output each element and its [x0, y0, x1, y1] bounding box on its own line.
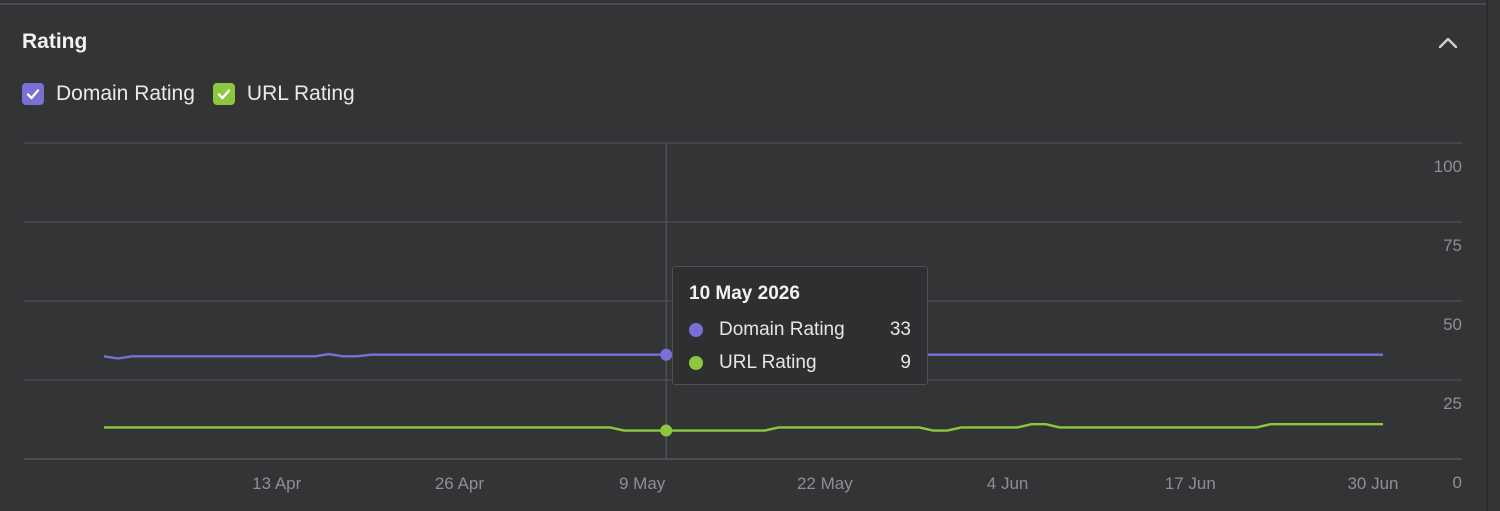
- right-divider: [1486, 0, 1488, 511]
- legend-item-domain-rating[interactable]: Domain Rating: [22, 82, 195, 106]
- legend-label-domain-rating: Domain Rating: [56, 82, 195, 105]
- y-tick-label: 0: [1453, 473, 1462, 492]
- tooltip-name-domain-rating: Domain Rating: [719, 318, 845, 340]
- chart-tooltip: 10 May 2026 Domain Rating 33 URL Rating …: [672, 266, 928, 385]
- y-tick-label: 100: [1434, 157, 1462, 176]
- y-axis-ticks: 0 25 50 75 100: [1434, 157, 1462, 492]
- tooltip-name-url-rating: URL Rating: [719, 351, 817, 373]
- tooltip-date: 10 May 2026: [689, 283, 800, 304]
- x-tick-label: 9 May: [619, 474, 666, 493]
- checkmark-icon: [217, 89, 231, 100]
- tooltip-row-domain-rating: Domain Rating 33: [689, 313, 911, 346]
- legend-label-url-rating: URL Rating: [246, 82, 355, 105]
- tooltip-value-url-rating: 9: [900, 351, 911, 373]
- y-tick-label: 75: [1443, 236, 1462, 255]
- x-tick-label: 22 May: [797, 474, 853, 493]
- panel-title: Rating: [22, 30, 88, 53]
- collapse-button[interactable]: [1434, 30, 1462, 56]
- x-tick-label: 13 Apr: [252, 474, 301, 493]
- hover-point-url-rating: [660, 424, 673, 437]
- y-tick-label: 50: [1443, 315, 1462, 334]
- series-lines: [103, 352, 1383, 432]
- hover-point-domain-rating: [660, 348, 673, 361]
- y-tick-label: 25: [1443, 394, 1462, 413]
- url-rating-checkbox[interactable]: [212, 83, 235, 105]
- tooltip-dot-domain-rating: [689, 322, 703, 337]
- tooltip-dot-url-rating: [689, 355, 703, 370]
- x-tick-label: 30 Jun: [1347, 474, 1398, 493]
- x-axis-ticks: 13 Apr 26 Apr 9 May 22 May 4 Jun 17 Jun 30 Jun: [252, 474, 1398, 493]
- chart-legend: Domain Rating URL Rating: [22, 82, 373, 106]
- top-divider: [0, 3, 1486, 5]
- series-line-domain-rating: [103, 352, 1383, 360]
- tooltip-row-url-rating: URL Rating 9: [689, 346, 911, 379]
- hover-points: [660, 348, 673, 437]
- x-tick-label: 4 Jun: [987, 474, 1029, 493]
- domain-rating-checkbox[interactable]: [22, 83, 44, 105]
- tooltip-value-domain-rating: 33: [889, 318, 911, 340]
- x-tick-label: 26 Apr: [435, 474, 484, 493]
- checkmark-icon: [26, 89, 40, 100]
- legend-item-url-rating[interactable]: URL Rating: [212, 82, 355, 106]
- chevron-up-icon: [1438, 37, 1458, 49]
- x-tick-label: 17 Jun: [1165, 474, 1216, 493]
- series-line-url-rating: [104, 423, 1383, 432]
